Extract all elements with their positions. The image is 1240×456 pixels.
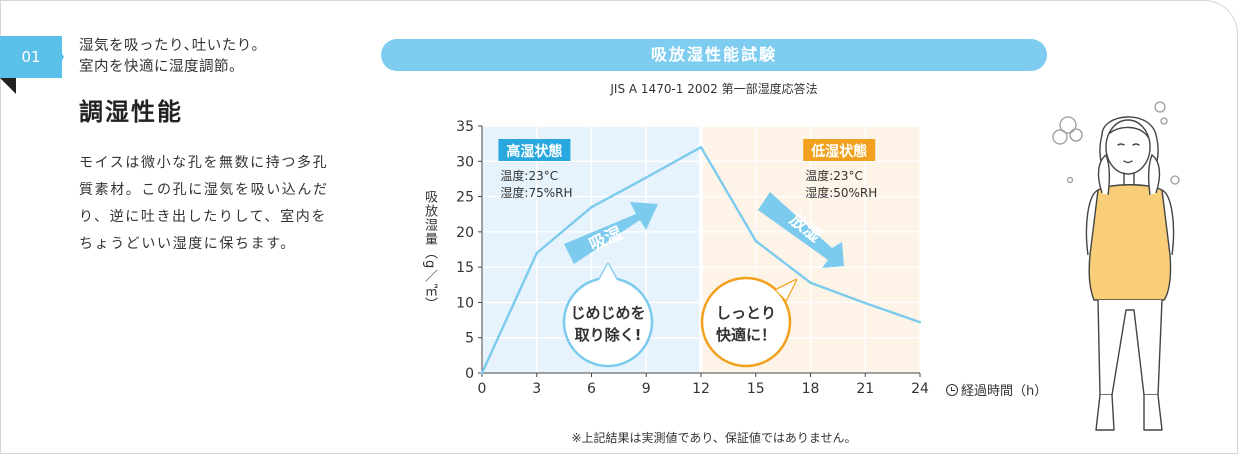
x-tick-label: 18 [802,381,820,397]
x-tick-label: 24 [911,381,929,397]
release-bubble-tail-fill [776,280,796,300]
data-point [535,251,538,255]
absorb-bubble-tail-fill [598,264,618,282]
y-tick-label: 0 [465,366,474,382]
description-line-2: 質素材。この孔に湿気を吸い込んだ [79,182,329,198]
absorb-bubble-text: じめじめを [570,304,645,322]
zone-humidity: 湿度:50%RH [805,185,877,200]
description-line-1: モイスは微小な孔を無数に持つ多孔 [79,155,329,171]
zone-badge-0 [498,139,571,161]
x-axis-label-wrap: 経過時間（h） [946,380,1047,399]
x-tick-label: 21 [856,381,874,397]
x-tick-label: 12 [692,381,710,397]
absorb-bubble-text: 取り除く! [575,326,642,344]
absorb-arrow [564,202,658,264]
chart-subtitle: JIS A 1470-1 2002 第一部湿度応答法 [610,82,818,96]
chart-title-banner: 吸放湿性能試験 [381,39,1047,71]
data-point [480,371,484,375]
release-arrow [758,192,844,268]
section-tagline: 湿気を吸ったり､吐いたり。 室内を快適に湿度調節。 [79,36,266,78]
data-point [809,281,812,284]
absorb-bubble [562,276,654,368]
release-bubble [700,276,792,368]
y-tick-label: 20 [456,225,474,241]
section-description: モイスは微小な孔を無数に持つ多孔 質素材。この孔に湿気を吸い込んだ り、逆に吐き… [79,150,369,258]
release-bubble-text: しっとり [716,304,776,322]
x-tick-label: 3 [532,381,541,397]
tagline-line-1: 湿気を吸ったり､吐いたり。 [79,38,267,54]
data-point [918,320,922,324]
y-tick-label: 30 [456,154,474,170]
release-bubble-text: 快適に！ [716,326,776,344]
description-line-4: ちょうどいい湿度に保ちます。 [79,236,296,252]
data-point [645,176,648,179]
y-tick-label: 35 [456,119,474,135]
data-point [590,205,593,209]
x-axis-label: 経過時間（h） [961,384,1048,399]
y-axis-label: 吸放湿量（g／㎡） [422,190,437,312]
y-tick-label: 15 [456,260,474,276]
zone-humidity: 湿度:75%RH [500,185,572,200]
tagline-line-2: 室内を快適に湿度調節。 [79,59,244,75]
data-point [864,301,867,305]
y-tick-label: 5 [465,331,474,347]
x-tick-label: 6 [587,381,596,397]
section-title: 調湿性能 [79,98,183,126]
footnote: ※上記結果は実測値であり、保証値ではありません。 [571,431,857,445]
description-line-3: り、逆に吐き出したりして、室内を [79,209,327,225]
data-point [754,239,757,243]
x-tick-label: 15 [747,381,765,397]
zone-badge-label: 低湿状態 [810,143,867,160]
data-point [699,145,703,149]
section-number-tab: 01 [0,36,64,78]
zone-badge-1 [803,139,876,161]
zone-temperature: 温度:23°C [805,168,863,183]
section-number: 01 [21,48,41,66]
woman-illustration-icon [1052,101,1180,431]
zone-temperature: 温度:23°C [500,168,558,183]
y-tick-label: 10 [456,295,474,311]
zone-badge-label: 高湿状態 [506,143,562,160]
x-tick-label: 0 [478,381,487,397]
clock-icon [946,384,958,396]
tab-fold-shadow [0,78,16,94]
y-tick-label: 25 [456,190,474,206]
x-tick-label: 9 [642,381,651,397]
